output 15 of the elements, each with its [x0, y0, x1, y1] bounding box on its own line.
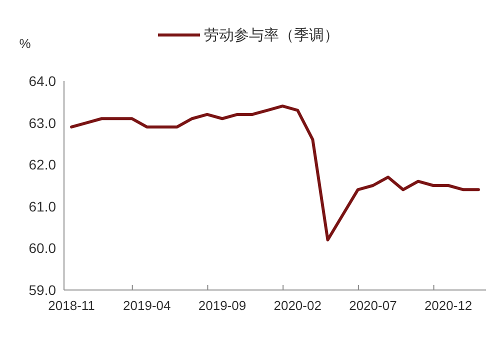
y-axis-title: % [19, 36, 32, 51]
x-tick-label: 2019-09 [198, 298, 246, 313]
x-tick-label: 2020-07 [349, 298, 397, 313]
legend-label: 劳动参与率（季调） [204, 27, 339, 44]
y-tick-label: 62.0 [28, 156, 56, 173]
y-tick-label: 60.0 [28, 240, 56, 256]
x-tick-label: 2020-02 [274, 298, 322, 313]
x-tick-label: 2018-11 [48, 298, 95, 313]
line-series [70, 104, 480, 242]
x-tick-label: 2020-12 [424, 298, 472, 313]
y-tick-label: 61.0 [28, 198, 56, 214]
y-tick-label: 59.0 [28, 282, 56, 298]
x-tick-label: 2019-04 [123, 298, 171, 313]
y-tick-label: 63.0 [28, 114, 56, 131]
y-tick-label: 64.0 [28, 73, 56, 89]
